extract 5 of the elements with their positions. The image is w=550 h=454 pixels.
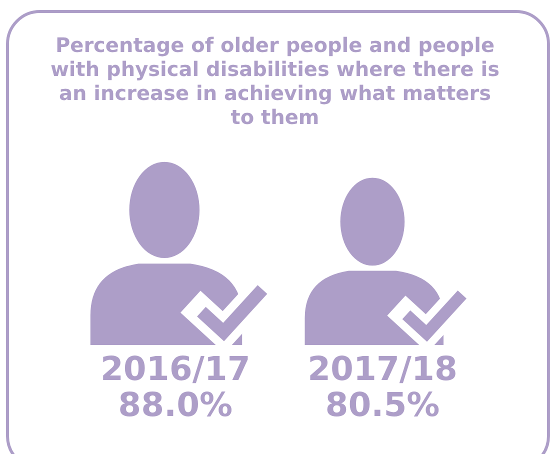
data-label: 80.5%	[324, 385, 441, 424]
category-label: 2016/17	[100, 349, 250, 388]
text: Percentage of older people and people with physical disabilities where there is an increase in achieving what matters to them	[50, 33, 500, 129]
category-label: 2017/18	[308, 349, 458, 388]
data-label: 88.0%	[117, 385, 234, 424]
